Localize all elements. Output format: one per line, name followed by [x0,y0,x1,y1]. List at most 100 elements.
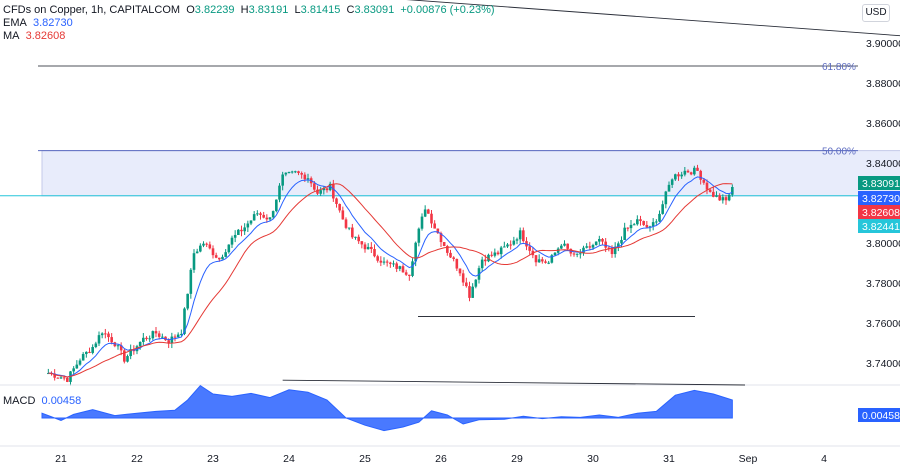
candle-body [202,243,205,246]
candle-body [138,341,142,347]
candle-body [176,334,180,338]
candle-body [370,246,373,250]
candle-body [189,269,193,294]
candle-body [287,172,291,174]
candle-body [689,172,693,175]
candle-body [335,198,338,204]
candle-body [404,272,408,275]
candle-body [243,227,246,232]
candle-body [72,368,75,372]
candle-body [528,246,531,251]
candle-body [271,211,275,218]
price-tick-label: 3.78000 [866,278,900,290]
candle-body [550,255,554,263]
candle-body [398,266,402,269]
range-zone [41,150,900,197]
candle-body [135,346,139,352]
open-value: 3.82239 [194,4,235,16]
candle-body [572,253,576,255]
candle-body [455,258,459,269]
candle-body [512,240,516,245]
candle-body [221,256,224,260]
candle-body [667,184,671,192]
candle-body [395,263,398,269]
candle-body [420,216,424,229]
candle-body [325,188,329,191]
close-value: 3.83091 [354,4,395,16]
candle-body [471,286,474,298]
ema-value: 3.82730 [32,17,73,29]
change-value: +0.00876 (+0.23%) [400,4,495,16]
candle-body [104,333,107,335]
price-badge [858,191,900,205]
candle-body [585,246,588,248]
candle-body [154,331,158,334]
candle-body [81,354,85,361]
candle-body [408,274,411,276]
symbol-legend: CFDs on Copper, 1h, CAPITALCOM O3.82239 … [3,4,495,17]
candle-body [414,242,417,262]
candle-body [629,224,633,229]
candle-body [170,336,174,344]
candle-body [195,251,199,254]
candle-body [664,191,668,205]
candle-body [303,174,307,180]
candle-body [484,259,487,262]
candle-body [623,227,626,240]
time-tick-label: 25 [359,453,371,465]
candle-body [354,236,357,238]
candle-body [648,226,652,228]
candle-body [392,263,395,265]
candle-body [265,217,269,220]
ema-legend: EMA 3.82730 [3,17,73,30]
candle-body [341,210,345,220]
candle-body [157,333,161,337]
candle-body [651,222,655,227]
candle-body [256,213,259,215]
time-tick-label: 23 [207,453,219,465]
currency-button[interactable]: USD [862,4,890,22]
candle-body [705,182,709,190]
candle-body [693,167,696,175]
candle-body [598,238,601,242]
candle-body [85,351,88,355]
low-label: L [294,4,301,16]
candle-body [224,252,227,257]
time-tick-label: 22 [131,453,143,465]
candle-body [563,243,566,246]
time-tick-label: 30 [587,453,599,465]
candle-body [186,293,189,309]
candle-body [94,343,98,348]
ma-legend: MA 3.82608 [3,30,65,43]
price-tick-label: 3.76000 [866,318,900,330]
candle-body [423,209,427,217]
time-tick-label: 4 [821,453,827,465]
candle-body [180,333,183,335]
macd-badge-label: 0.00458 [862,410,900,422]
candle-body [316,189,319,194]
candle-body [658,213,661,222]
candle-body [230,237,234,245]
open-label: O [186,4,195,16]
symbol-title: CFDs on Copper, 1h, CAPITALCOM [3,4,181,16]
candle-body [382,261,386,263]
ema-line [48,176,733,378]
candle-body [227,244,231,253]
candle-body [306,178,310,180]
candle-body [645,224,649,228]
candle-body [442,242,446,247]
price-tick-label: 3.88000 [866,78,900,90]
candle-body [702,179,706,183]
price-badge-label: 3.82730 [862,193,900,205]
candle-body [208,244,212,249]
candle-body [499,247,503,255]
candle-body [547,262,550,264]
candle-body [278,185,281,200]
candle-body [281,174,284,186]
ma-label: MA [3,30,20,42]
candle-body [610,248,614,255]
candle-body [192,253,196,270]
candle-body [116,345,120,347]
candle-body [474,279,478,287]
